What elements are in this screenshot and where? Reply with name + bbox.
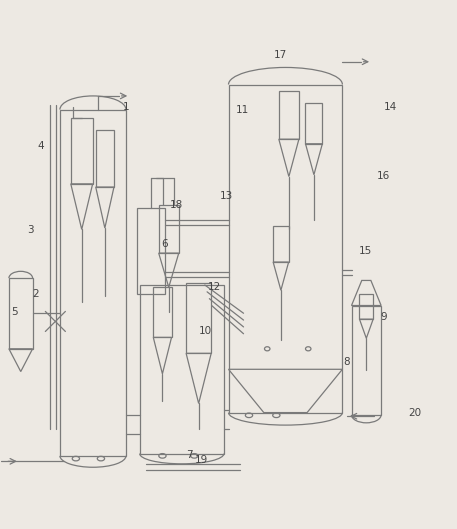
Bar <box>305 103 322 144</box>
Text: 7: 7 <box>186 450 193 460</box>
Text: 8: 8 <box>344 358 350 368</box>
Bar <box>138 207 165 294</box>
Text: 18: 18 <box>170 200 183 210</box>
Bar <box>228 85 342 413</box>
Text: 2: 2 <box>32 289 39 299</box>
Text: 20: 20 <box>409 407 422 417</box>
Text: 6: 6 <box>161 239 168 249</box>
Bar <box>9 278 32 349</box>
Bar <box>71 118 93 184</box>
Text: 19: 19 <box>195 454 208 464</box>
Text: 17: 17 <box>274 50 287 60</box>
Text: 10: 10 <box>199 325 213 335</box>
Bar <box>279 92 299 139</box>
Text: 1: 1 <box>122 102 129 112</box>
Bar <box>140 285 224 453</box>
Text: 11: 11 <box>235 105 249 115</box>
Bar <box>153 287 171 338</box>
Text: 13: 13 <box>220 191 233 201</box>
Text: 5: 5 <box>11 307 18 317</box>
Bar <box>159 205 179 253</box>
Text: 3: 3 <box>27 225 34 235</box>
Text: 16: 16 <box>377 171 390 181</box>
Bar <box>273 225 289 262</box>
Bar <box>360 294 373 319</box>
Text: 4: 4 <box>37 141 44 151</box>
Text: 14: 14 <box>383 102 397 112</box>
Text: 9: 9 <box>380 312 387 322</box>
Bar <box>351 306 381 415</box>
Bar <box>186 282 211 353</box>
Text: 12: 12 <box>208 282 222 293</box>
Bar <box>96 130 114 187</box>
Bar <box>60 110 126 456</box>
Text: 15: 15 <box>359 246 372 256</box>
